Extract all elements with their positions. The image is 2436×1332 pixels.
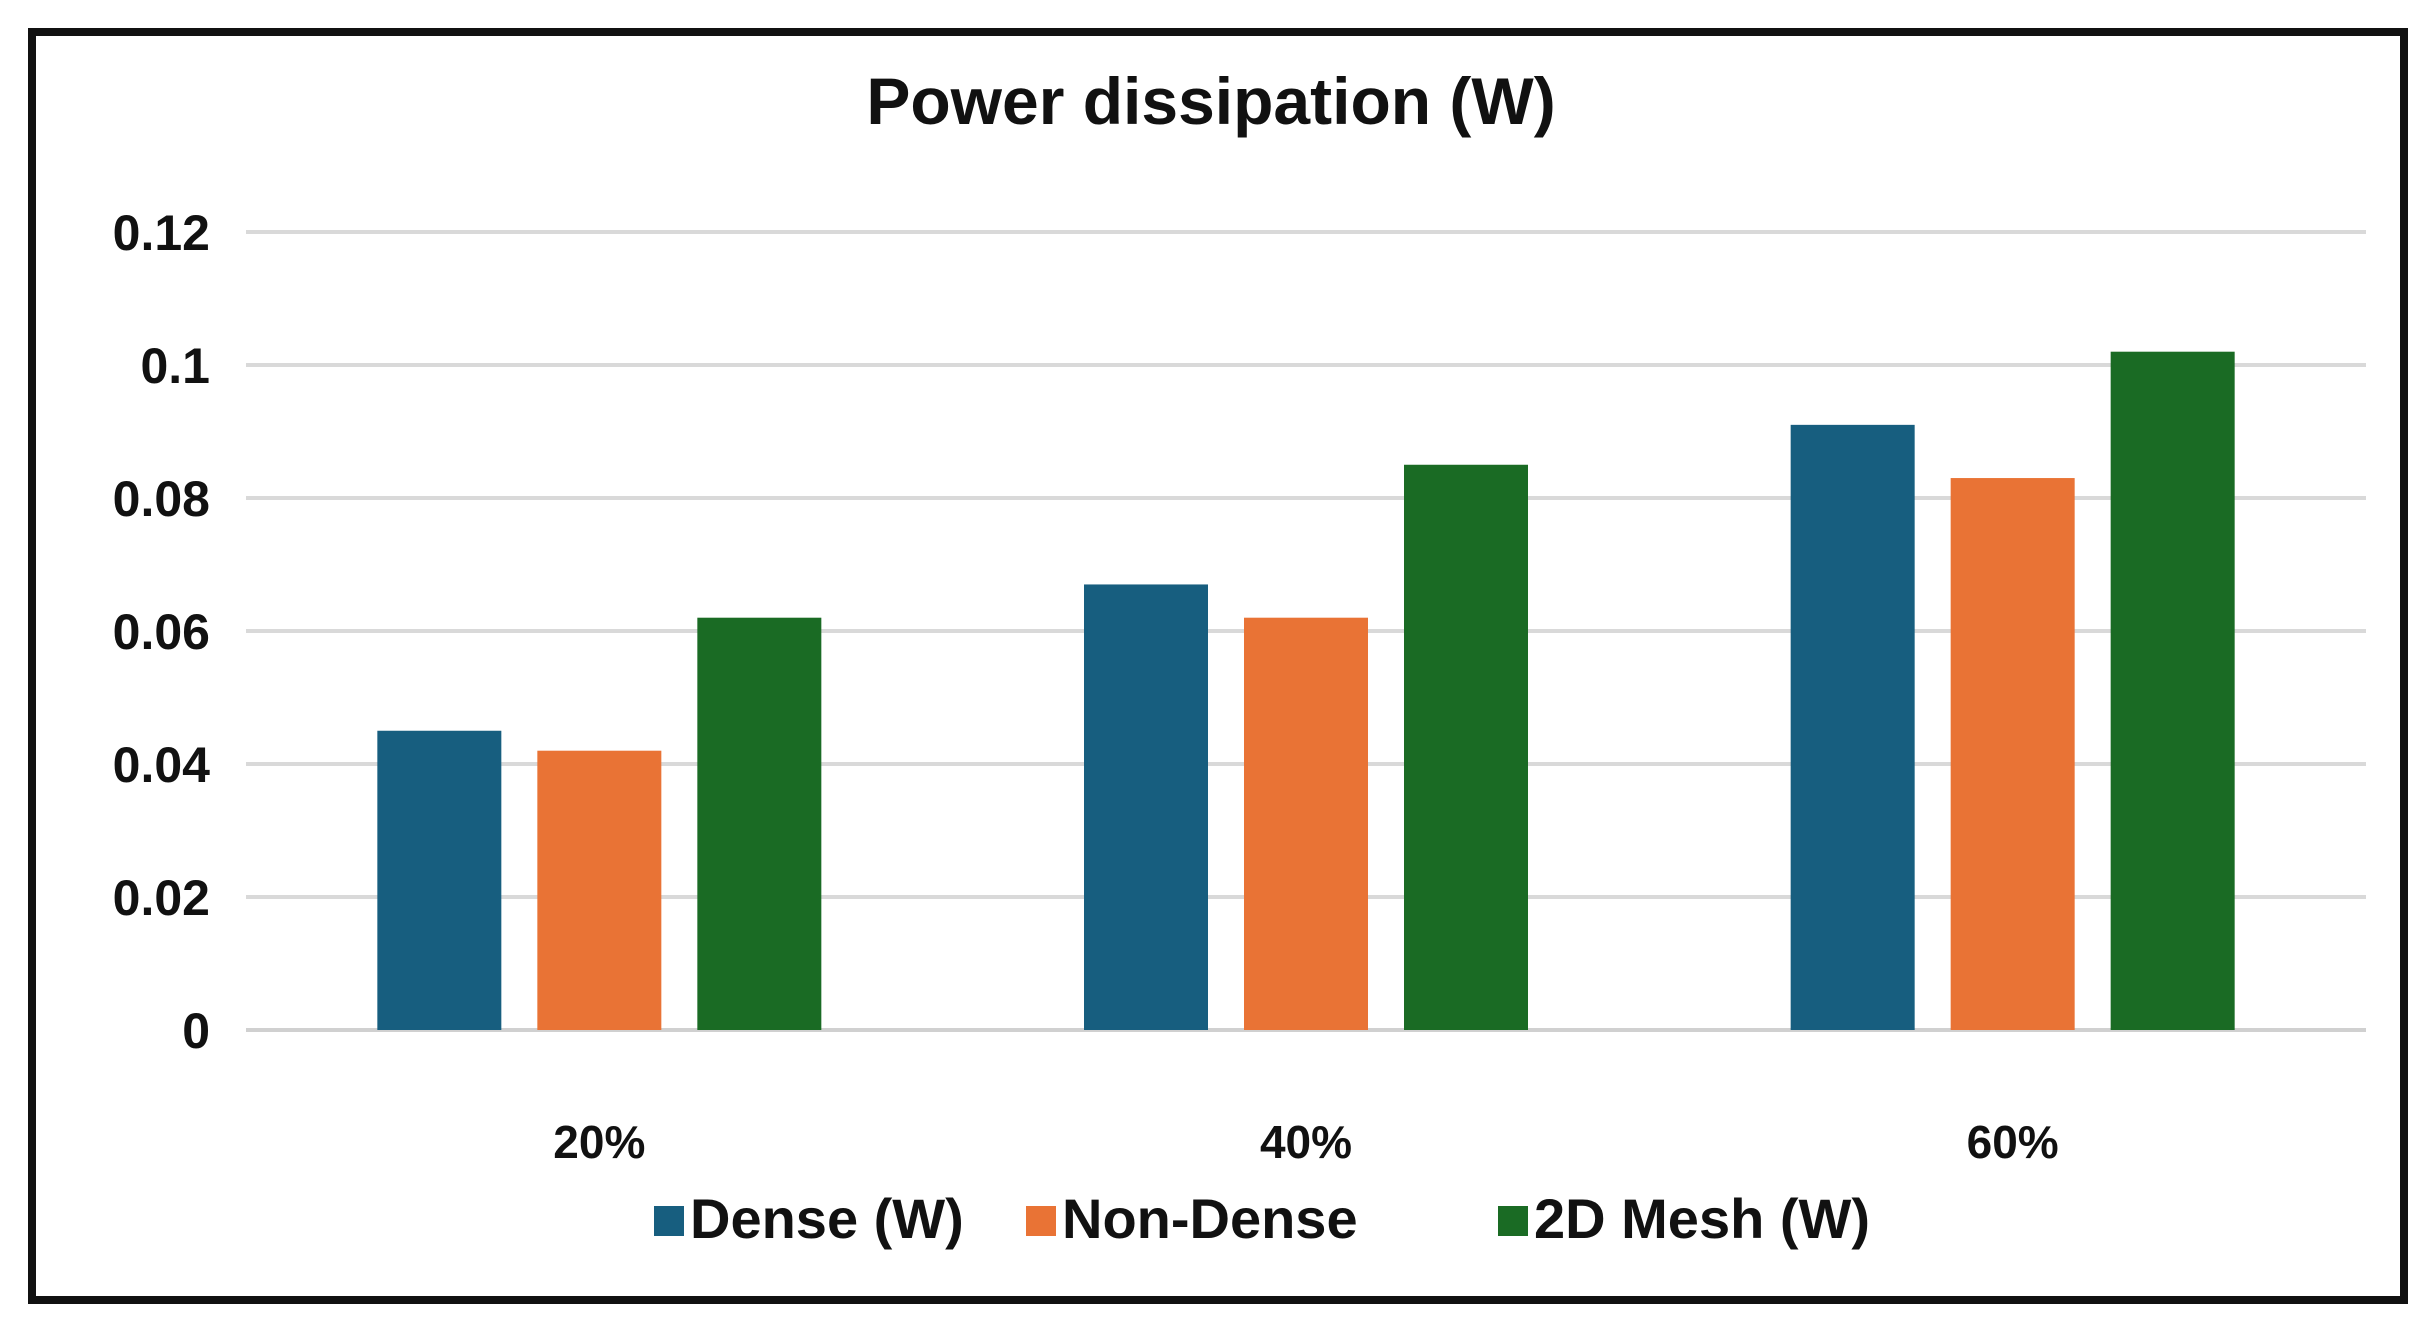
- legend-swatch: [1498, 1206, 1528, 1236]
- bar: [1790, 424, 1915, 1031]
- x-tick-label: 60%: [1967, 1116, 2059, 1168]
- bars: [377, 351, 2235, 1031]
- bar: [1084, 584, 1208, 1030]
- y-tick-label: 0.1: [140, 338, 210, 394]
- bar: [1404, 464, 1528, 1030]
- y-tick-label: 0.02: [113, 870, 210, 926]
- chart-frame: Power dissipation (W) 0 0.02 0.04 0.06 0.08 0…: [28, 28, 2408, 1304]
- bar: [377, 730, 502, 1030]
- power-dissipation-chart: Power dissipation (W) 00.020.040.060.080…: [113, 64, 2366, 1250]
- legend-swatch: [1026, 1206, 1056, 1236]
- bar: [537, 750, 662, 1030]
- legend-label: Non-Dense: [1062, 1187, 1358, 1250]
- y-tick-label: 0.12: [113, 205, 210, 261]
- bar: [697, 617, 822, 1030]
- y-axis-ticks: 0 0.02 0.04 0.06 0.08 0.1 0.12: [113, 205, 211, 1059]
- x-tick-label: 20%: [553, 1116, 645, 1168]
- y-tick-label: 0.04: [113, 737, 211, 793]
- y-tick-label: 0: [182, 1003, 210, 1059]
- x-axis-ticks: 20% 40% 60%: [553, 1116, 2058, 1168]
- y-tick-label: 0.08: [113, 471, 210, 527]
- x-tick-label: 40%: [1260, 1116, 1352, 1168]
- bar: [1950, 478, 2075, 1030]
- legend: Dense (W) Non-Dense 2D Mesh (W): [654, 1187, 1870, 1250]
- bar: [2110, 351, 2235, 1030]
- bar: [1244, 617, 1368, 1030]
- legend-label: Dense (W): [690, 1187, 964, 1250]
- chart-title: Power dissipation (W): [866, 64, 1555, 138]
- y-tick-label: 0.06: [113, 604, 210, 660]
- legend-swatch: [654, 1206, 684, 1236]
- legend-label: 2D Mesh (W): [1534, 1187, 1870, 1250]
